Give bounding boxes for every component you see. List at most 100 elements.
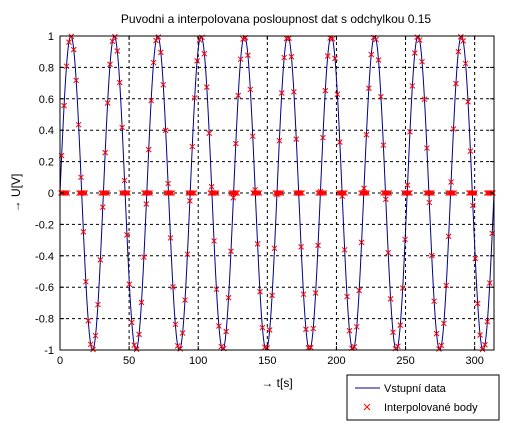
y-tick-label: -0.4 xyxy=(35,251,54,263)
interpolated-point xyxy=(342,190,348,196)
interpolated-point xyxy=(472,255,479,262)
interpolated-point xyxy=(147,190,153,196)
interpolated-point xyxy=(64,190,71,196)
interpolated-point xyxy=(300,291,307,298)
legend-box xyxy=(346,374,500,421)
interpolated-point xyxy=(225,294,232,301)
interpolated-point xyxy=(245,52,251,59)
interpolated-point xyxy=(356,287,363,294)
y-tick-label: 0.6 xyxy=(39,94,54,106)
interpolated-point xyxy=(375,57,382,63)
interpolated-point xyxy=(276,137,283,144)
interpolated-point xyxy=(256,190,263,196)
interpolated-point xyxy=(92,332,99,339)
interpolated-point xyxy=(395,343,401,350)
interpolated-point xyxy=(82,190,89,196)
interpolated-point xyxy=(182,297,188,303)
interpolated-point xyxy=(95,301,101,308)
legend-marker-swatch xyxy=(363,403,371,411)
interpolated-point xyxy=(278,190,285,196)
interpolated-point xyxy=(361,185,367,192)
interpolated-point xyxy=(411,50,418,56)
x-tick-label: 0 xyxy=(57,355,63,367)
interpolated-point xyxy=(450,126,457,132)
interpolated-point xyxy=(160,81,167,88)
interpolated-point xyxy=(167,235,174,241)
interpolated-point xyxy=(61,102,67,109)
interpolated-point xyxy=(191,190,198,196)
y-tick-label: -0.8 xyxy=(35,314,54,326)
interpolated-point xyxy=(467,148,474,154)
interpolated-point xyxy=(482,341,488,348)
interpolated-point xyxy=(286,35,292,42)
interpolated-point xyxy=(162,127,169,134)
interpolated-point xyxy=(216,323,222,329)
interpolated-point xyxy=(364,190,370,196)
interpolated-point xyxy=(167,190,174,196)
interpolated-point xyxy=(397,322,404,329)
interpolated-point xyxy=(334,91,341,98)
interpolated-point xyxy=(436,346,442,352)
interpolated-point xyxy=(407,190,413,196)
interpolated-point xyxy=(203,84,210,90)
y-tick-label: -1 xyxy=(44,345,54,357)
interpolated-point xyxy=(277,190,283,196)
interpolated-point xyxy=(150,59,157,66)
interpolated-point xyxy=(121,177,128,184)
interpolated-point xyxy=(73,77,80,84)
interpolated-point xyxy=(288,53,295,60)
interpolated-point xyxy=(194,57,200,64)
interpolated-point xyxy=(336,139,343,145)
interpolated-point xyxy=(184,251,191,258)
interpolated-point xyxy=(368,51,375,58)
y-tick-label: -0.2 xyxy=(35,219,54,231)
y-tick-label: 0 xyxy=(48,188,54,200)
interpolated-point xyxy=(109,38,116,45)
interpolated-point xyxy=(387,296,394,302)
interpolated-point xyxy=(438,342,445,349)
interpolated-point xyxy=(477,332,483,338)
interpolated-point xyxy=(201,50,208,57)
interpolated-point xyxy=(234,190,241,196)
interpolated-point xyxy=(429,190,435,196)
tick-label-layer: 0 50 100 150 200 250 300 -1 -0.8 -0.6 -0.4 -0.2 0 0.2… xyxy=(35,31,484,367)
x-tick-label: 200 xyxy=(327,355,345,367)
interpolated-point xyxy=(324,53,331,59)
interpolated-point xyxy=(307,344,314,351)
interpolated-point xyxy=(247,86,254,93)
interpolated-point xyxy=(102,149,109,156)
interpolated-point xyxy=(112,33,118,40)
interpolated-point xyxy=(213,190,220,196)
interpolated-point xyxy=(189,143,196,150)
interpolated-point xyxy=(145,146,152,153)
y-axis-label: → U[V] xyxy=(9,174,23,213)
interpolated-point xyxy=(303,326,309,333)
legend-label-vstupni-data: Vstupní data xyxy=(384,383,447,395)
y-tick-label: -0.6 xyxy=(35,282,54,294)
legend: Vstupní data Interpolované body xyxy=(346,374,500,421)
interpolated-point xyxy=(271,245,278,252)
interpolated-point xyxy=(90,346,96,353)
interpolated-point xyxy=(179,330,186,336)
interpolated-point xyxy=(104,100,111,106)
interpolated-point xyxy=(445,233,452,240)
interpolated-point xyxy=(363,131,370,138)
grid-layer xyxy=(60,36,494,350)
interpolated-point xyxy=(427,190,434,196)
interpolated-point xyxy=(479,346,486,353)
interpolated-point xyxy=(353,323,360,330)
interpolated-point xyxy=(312,290,319,296)
interpolated-point xyxy=(131,342,138,348)
interpolated-point xyxy=(124,232,130,238)
interpolated-point xyxy=(143,201,150,207)
interpolated-point xyxy=(451,190,458,196)
interpolated-point xyxy=(63,63,70,70)
interpolated-point xyxy=(440,320,447,327)
x-tick-label: 150 xyxy=(258,355,276,367)
interpolated-point xyxy=(278,90,285,96)
interpolated-point xyxy=(390,329,396,336)
interpolated-point xyxy=(230,194,237,201)
interpolated-point xyxy=(155,34,162,40)
interpolated-point xyxy=(165,180,171,187)
